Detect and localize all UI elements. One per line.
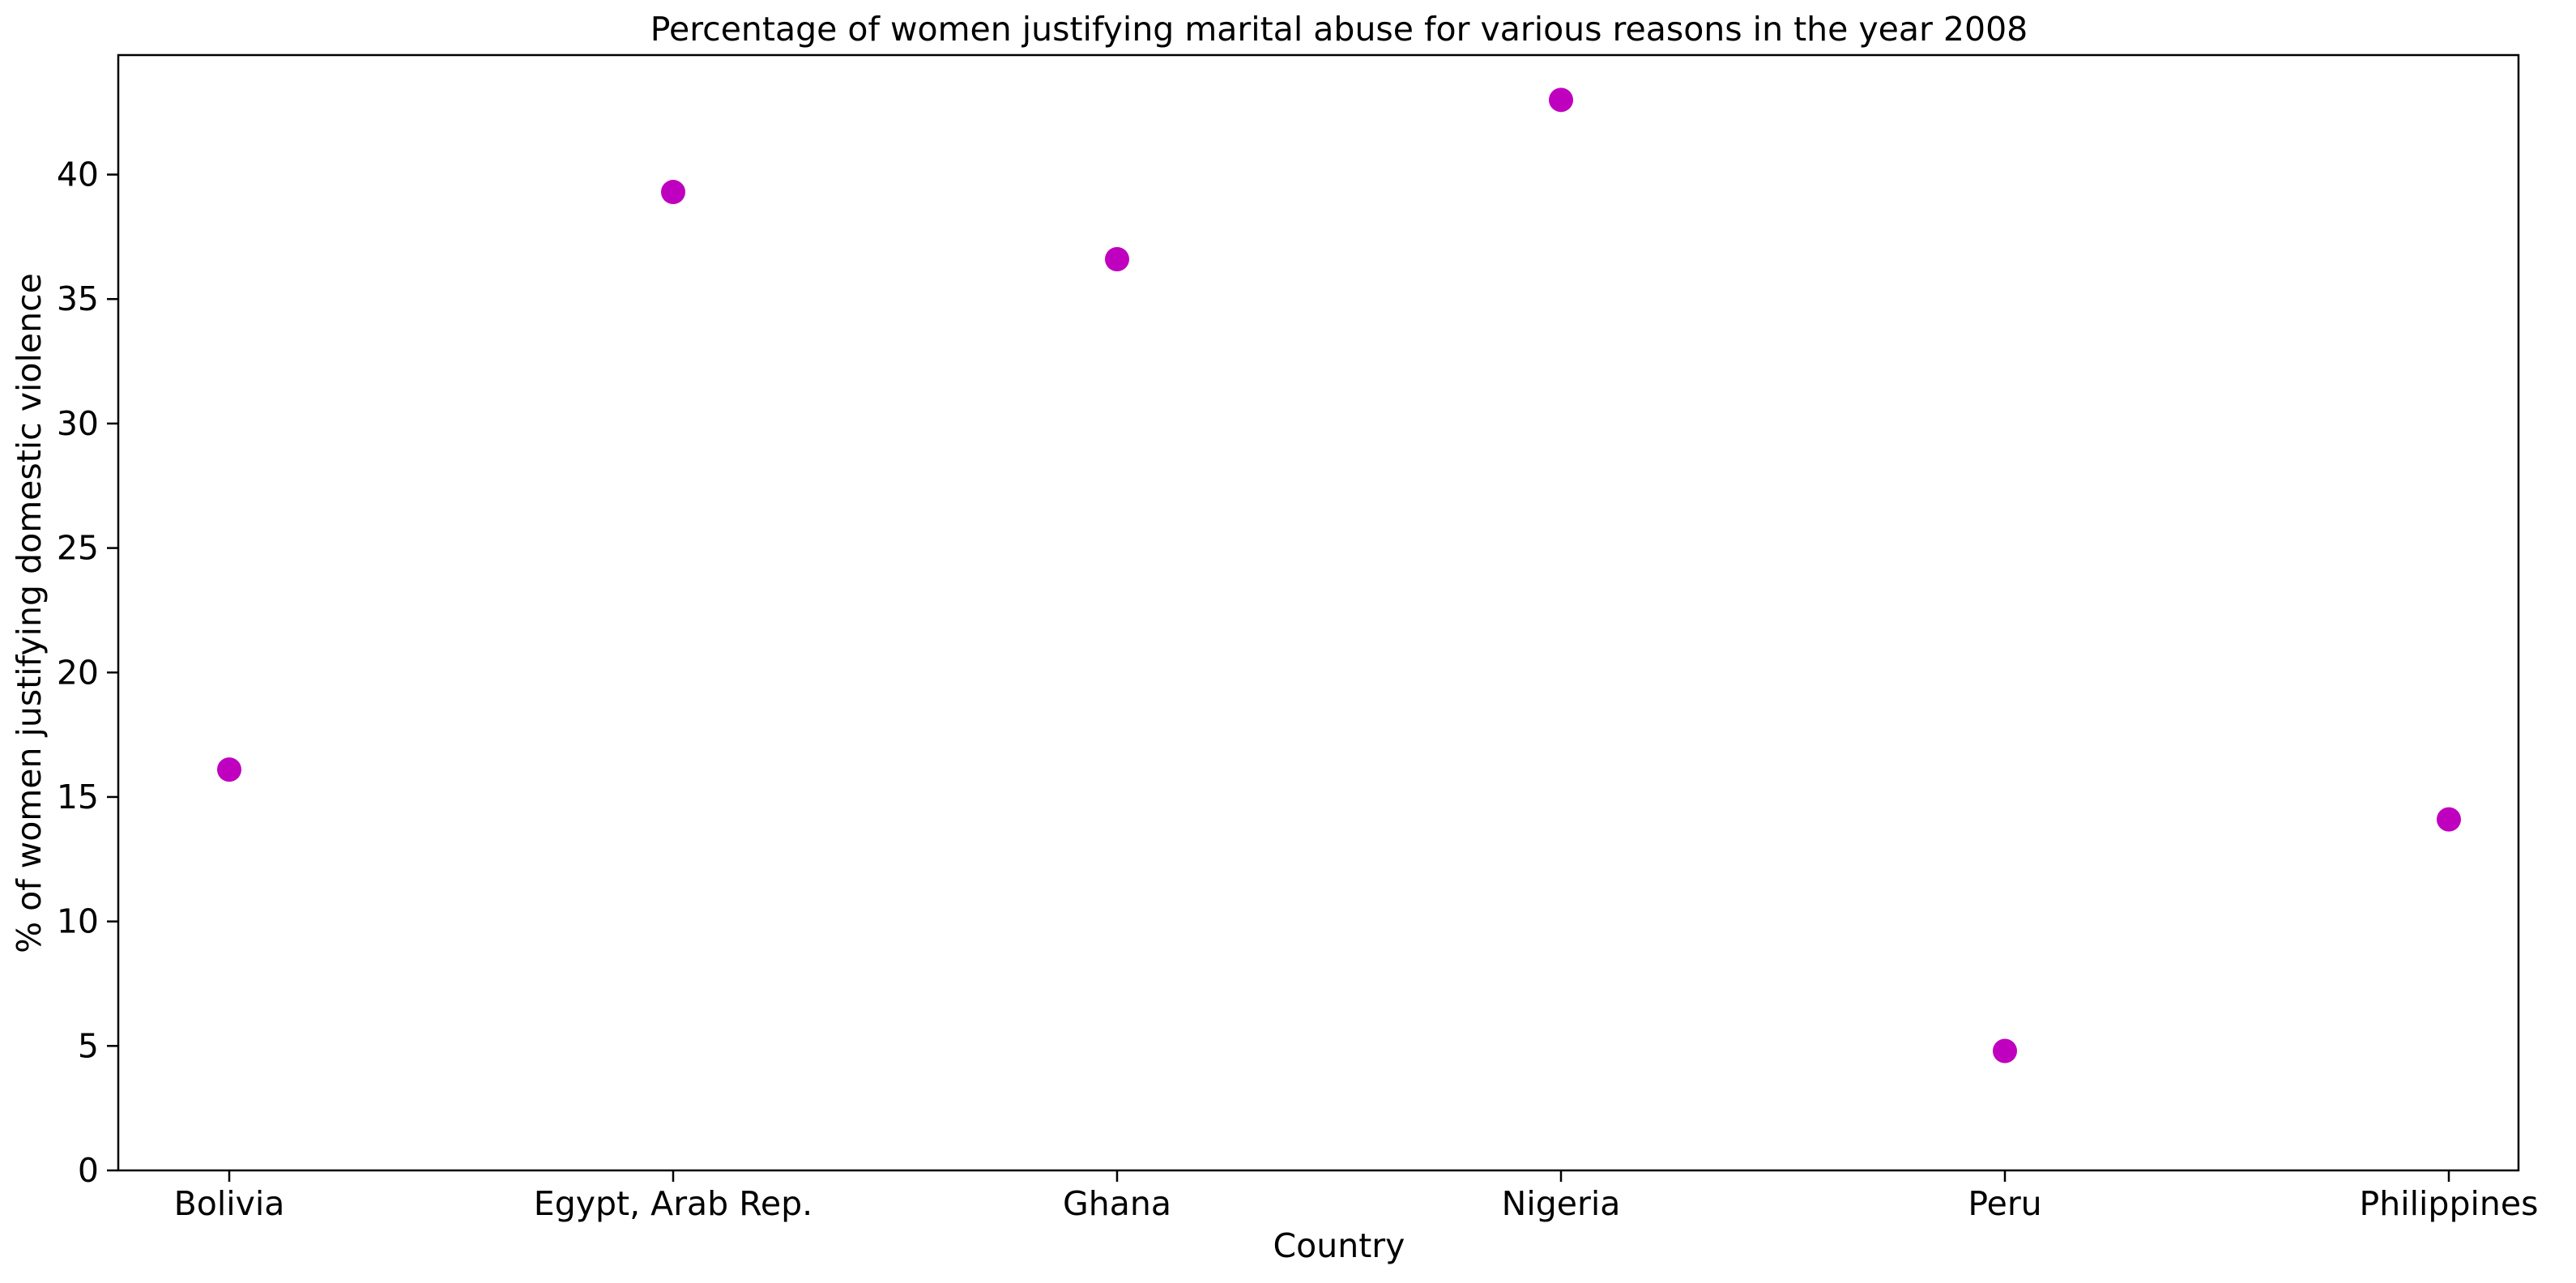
data-point	[1105, 247, 1129, 272]
y-axis: 0 5 10 15 20 25 30 35 40	[57, 156, 118, 1190]
x-tick-label: Ghana	[1063, 1184, 1171, 1223]
y-tick-label: 35	[57, 279, 99, 318]
y-tick-label: 30	[57, 404, 99, 443]
chart-title: Percentage of women justifying marital a…	[650, 10, 2028, 49]
x-tick-label: Philippines	[2360, 1184, 2539, 1223]
y-tick-label: 15	[57, 778, 99, 816]
x-tick-label: Egypt, Arab Rep.	[534, 1184, 812, 1223]
y-axis-label: % of women justifying domestic violence	[10, 273, 49, 953]
data-point	[1549, 87, 1573, 113]
y-tick-label: 10	[57, 902, 99, 941]
y-tick-label: 0	[78, 1151, 99, 1190]
data-points	[217, 87, 2461, 1063]
plot-area-frame	[117, 53, 2520, 1172]
y-tick-label: 25	[57, 529, 99, 568]
x-axis-label: Country	[1273, 1226, 1405, 1265]
y-tick-label: 20	[57, 653, 99, 692]
x-axis: Bolivia Egypt, Arab Rep. Ghana Nigeria Peru P…	[174, 1170, 2539, 1223]
x-tick-label: Peru	[1968, 1184, 2041, 1223]
data-point	[217, 757, 241, 782]
y-tick-label: 40	[57, 156, 99, 194]
y-tick-label: 5	[78, 1026, 99, 1065]
x-tick-label: Nigeria	[1502, 1184, 1621, 1223]
x-tick-label: Bolivia	[174, 1184, 285, 1223]
data-point	[2437, 807, 2461, 832]
data-point	[1993, 1038, 2017, 1063]
data-point	[661, 180, 685, 205]
